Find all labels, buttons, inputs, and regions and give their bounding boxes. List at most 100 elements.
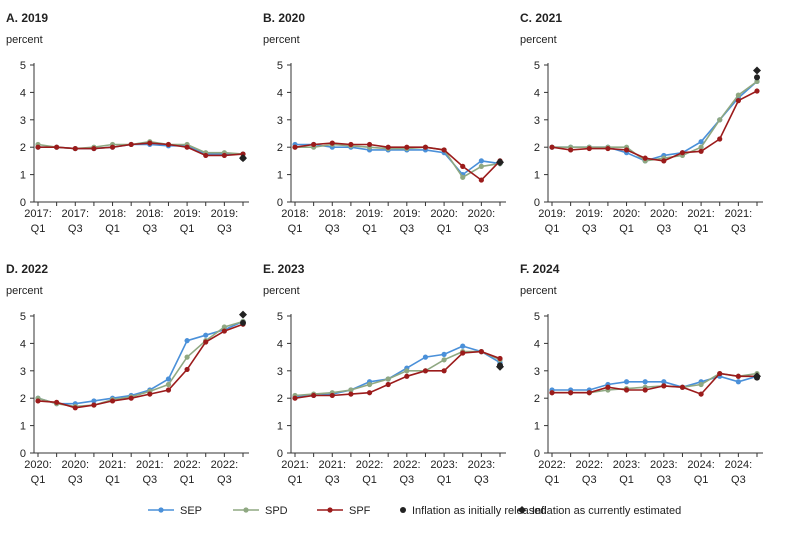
x-tick-label-quarter: Q1	[545, 474, 560, 486]
y-tick-label: 5	[20, 60, 26, 72]
series-line-spf	[551, 90, 758, 162]
data-point-spf	[698, 148, 704, 154]
series-line-spf	[37, 323, 244, 409]
data-point-spf	[221, 328, 227, 334]
x-tick-label-quarter: Q1	[619, 474, 634, 486]
panel-6: F. 2024 percent 0 1 2 3 4 5 2022: Q1 2022: Q3 2023: Q…	[520, 262, 763, 486]
data-point-spf	[35, 398, 41, 404]
x-tick-label-quarter: Q1	[437, 223, 452, 235]
inflation-initial-marker	[754, 74, 760, 81]
data-point-spf	[586, 390, 592, 396]
x-tick-label-year: 2020:	[62, 459, 90, 471]
panel-title: E. 2023	[263, 262, 305, 276]
data-point-sep	[642, 379, 648, 385]
x-tick-label-quarter: Q1	[694, 223, 709, 235]
data-point-spf	[221, 152, 227, 159]
data-point-spf	[605, 384, 611, 390]
data-point-sep	[623, 379, 630, 385]
data-point-spd	[698, 381, 704, 388]
data-point-spd	[348, 387, 354, 393]
y-tick-label: 2	[277, 393, 283, 405]
x-tick-label-year: 2020:	[24, 459, 52, 471]
data-point-spf	[698, 391, 704, 397]
x-tick-label-year: 2018:	[99, 208, 127, 220]
panel-y-unit: percent	[520, 285, 557, 297]
x-tick-label-quarter: Q1	[545, 223, 560, 235]
x-tick-label-quarter: Q3	[582, 223, 597, 235]
y-tick-label: 0	[20, 448, 26, 460]
x-tick-label-year: 2020:	[468, 208, 496, 220]
data-point-spf	[717, 370, 723, 377]
legend-label: SEP	[180, 505, 202, 517]
y-tick-label: 5	[277, 60, 283, 72]
y-tick-label: 5	[534, 60, 540, 72]
x-tick-label-quarter: Q3	[582, 474, 597, 486]
y-tick-label: 2	[20, 393, 26, 405]
data-point-spf	[128, 395, 134, 401]
x-tick-label-year: 2022:	[576, 459, 604, 471]
x-tick-label-year: 2024:	[687, 459, 715, 471]
y-tick-label: 3	[534, 366, 540, 378]
data-point-spf	[385, 381, 391, 388]
x-tick-label-year: 2021:	[281, 459, 309, 471]
data-point-spf	[240, 151, 246, 157]
y-tick-label: 3	[20, 115, 26, 127]
panel-3: C. 2021 percent 0 1 2 3 4 5 2019: Q1 2019: Q3 2020: Q…	[520, 11, 763, 235]
y-tick-label: 2	[534, 142, 540, 154]
x-tick-label-quarter: Q1	[694, 474, 709, 486]
data-point-spf	[605, 145, 611, 152]
data-point-spf	[366, 141, 373, 148]
x-tick-label-quarter: Q1	[105, 474, 120, 486]
y-tick-label: 2	[20, 142, 26, 154]
x-tick-label-year: 2018:	[136, 208, 164, 220]
data-point-spd	[165, 381, 172, 388]
data-point-spf	[642, 155, 648, 161]
y-tick-label: 4	[277, 338, 283, 350]
data-point-spf	[679, 384, 686, 390]
data-point-spf	[735, 373, 741, 379]
data-point-spf	[754, 88, 760, 94]
data-point-sep	[661, 379, 667, 385]
inflation-current-marker	[753, 66, 761, 75]
data-point-spd	[754, 78, 760, 85]
data-point-spf	[147, 140, 153, 146]
y-tick-label: 2	[277, 142, 283, 154]
panel-title: D. 2022	[6, 262, 48, 276]
x-tick-label-year: 2022:	[393, 459, 421, 471]
data-point-spf	[642, 387, 648, 393]
data-point-spf	[441, 147, 447, 153]
data-point-spf	[661, 158, 667, 164]
data-point-spf	[91, 402, 97, 408]
y-tick-label: 1	[534, 170, 540, 182]
legend-item-current: Inflation as currently estimated	[518, 505, 681, 517]
data-point-sep	[735, 379, 741, 385]
legend-swatch-dot	[327, 507, 333, 513]
data-point-spd	[478, 163, 484, 169]
legend-item-spf: SPF	[317, 505, 371, 517]
data-point-spf	[311, 392, 317, 399]
y-tick-label: 1	[277, 170, 283, 182]
data-point-spf	[91, 145, 97, 152]
data-point-sep	[698, 139, 704, 145]
x-tick-label-quarter: Q1	[105, 223, 120, 235]
data-point-sep	[203, 332, 209, 338]
data-point-spf	[72, 405, 78, 411]
x-tick-label-year: 2022:	[538, 459, 566, 471]
panel-y-unit: percent	[6, 285, 43, 297]
data-point-spf	[549, 144, 555, 150]
series-line-spf	[294, 350, 501, 399]
data-point-spf	[128, 141, 134, 148]
data-point-spf	[109, 144, 116, 150]
inflation-current-marker	[496, 362, 504, 371]
y-tick-label: 0	[20, 197, 26, 209]
x-tick-label-year: 2019:	[211, 208, 239, 220]
data-point-spf	[568, 147, 574, 153]
y-tick-label: 0	[534, 197, 540, 209]
x-tick-label-quarter: Q1	[437, 474, 452, 486]
data-point-spf	[184, 144, 190, 150]
x-tick-label-year: 2021:	[725, 208, 753, 220]
data-point-spf	[165, 387, 172, 393]
data-point-spf	[568, 390, 574, 396]
data-point-spd	[441, 357, 447, 363]
x-tick-label-year: 2021:	[319, 459, 347, 471]
